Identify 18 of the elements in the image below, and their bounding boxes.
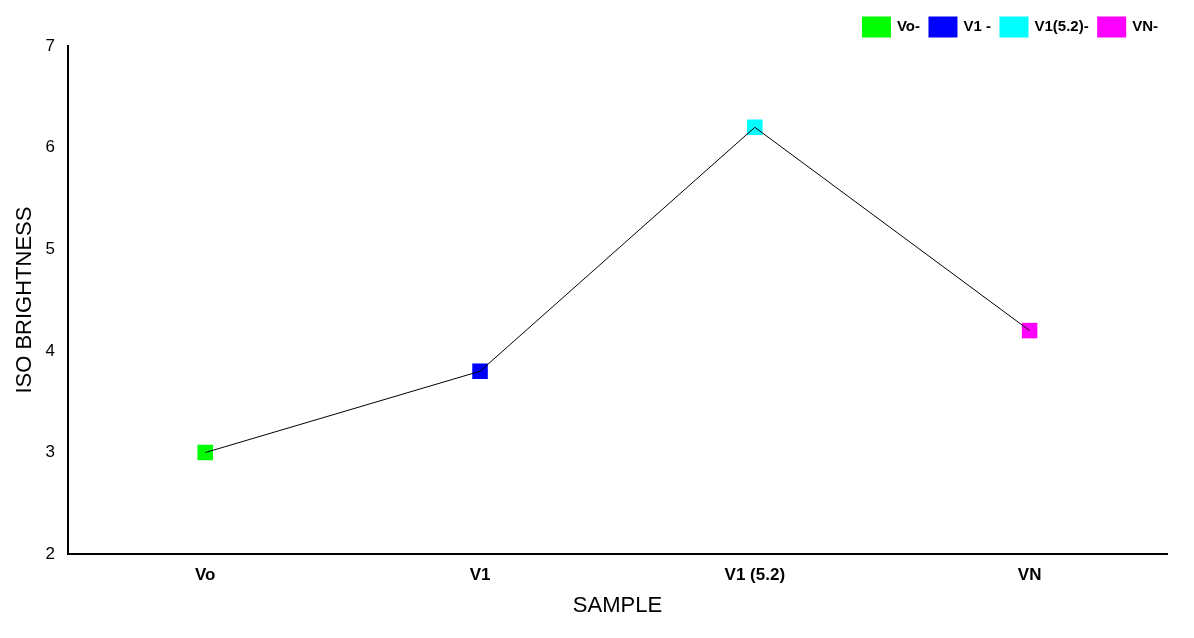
x-tick-label: Vo bbox=[195, 565, 216, 585]
y-tick-label: 2 bbox=[45, 543, 55, 563]
y-axis-title: ISO BRIGHTNESS bbox=[11, 206, 37, 394]
point bbox=[197, 444, 214, 461]
point bbox=[472, 363, 488, 380]
x-tick-label: V1 bbox=[469, 565, 491, 585]
y-tick-label: 5 bbox=[45, 238, 55, 258]
x-axis-title: SAMPLE bbox=[572, 591, 663, 617]
x-tick-label: VN bbox=[1017, 565, 1042, 585]
x-tick-label: V1 (5.2) bbox=[724, 565, 786, 585]
legend-label: Vo- bbox=[896, 17, 920, 35]
y-tick-label: 3 bbox=[45, 442, 55, 462]
y-tick-label: 7 bbox=[45, 35, 55, 55]
y-tick-label: 4 bbox=[45, 340, 55, 360]
legend-label: VN- bbox=[1132, 17, 1159, 35]
legend-label: V1(5.2)- bbox=[1034, 17, 1089, 35]
legend-label: V1 - bbox=[963, 17, 991, 35]
y-tick-label: 6 bbox=[45, 137, 55, 157]
